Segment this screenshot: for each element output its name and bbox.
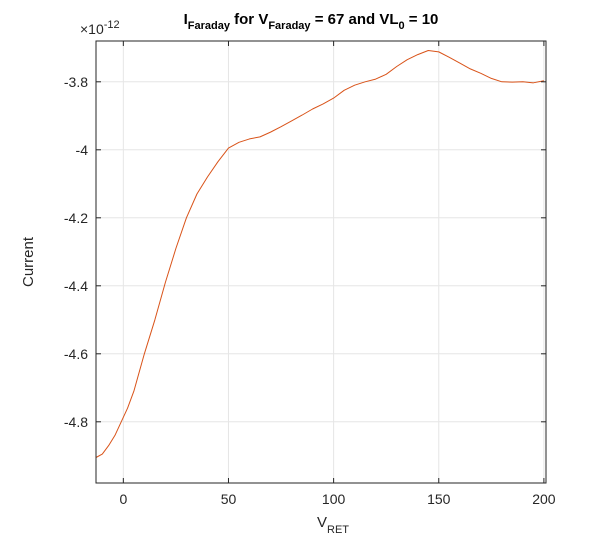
x-tick-label: 150 <box>427 491 451 507</box>
y-tick-label: -4.8 <box>64 414 88 430</box>
y-tick-label: -4 <box>76 142 89 158</box>
x-axis-label: VRET <box>317 514 349 536</box>
x-tick-label: 100 <box>322 491 346 507</box>
y-tick-label: -4.4 <box>64 278 88 294</box>
x-tick-label: 200 <box>532 491 556 507</box>
chart-title: IFaraday for VFaraday = 67 and VL0 = 10 <box>184 11 439 32</box>
grid <box>96 41 546 483</box>
y-exponent-label: ×10-12 <box>80 19 120 37</box>
plot-background <box>96 41 546 483</box>
y-tick-label: -3.8 <box>64 74 88 90</box>
series-layer <box>95 50 544 458</box>
y-tick-label: -4.6 <box>64 346 88 362</box>
labels: 0 50 100 150 200 -4.8 -4.6 -4.4 -4.2 -4 -3.8 ×10-12… <box>20 11 556 536</box>
y-axis-label: Current <box>20 236 37 287</box>
x-tick-label: 0 <box>119 491 127 507</box>
y-tick-label: -4.2 <box>64 210 88 226</box>
x-tick-label: 50 <box>221 491 237 507</box>
plot-frame <box>95 40 547 484</box>
series-line <box>95 50 544 458</box>
ticks <box>96 41 546 483</box>
